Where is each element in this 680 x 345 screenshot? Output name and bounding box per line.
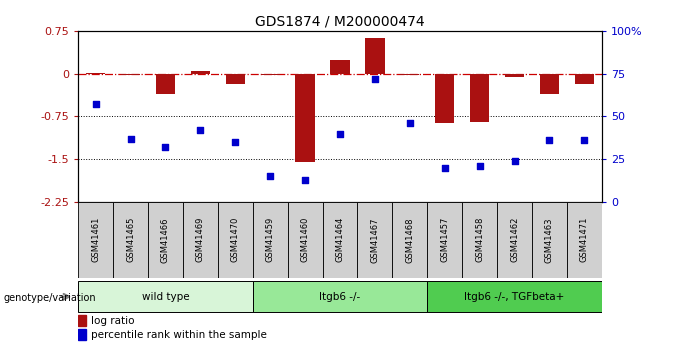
Text: log ratio: log ratio [91,316,135,326]
Text: GSM41463: GSM41463 [545,217,554,263]
Bar [226,74,245,84]
Bar [532,202,567,278]
Bar [86,72,105,74]
Bar [358,202,392,278]
Point [90,102,101,107]
Text: GSM41461: GSM41461 [91,217,100,263]
Text: Itgb6 -/-: Itgb6 -/- [320,292,360,302]
Bar [427,281,602,312]
Point [265,174,275,179]
Text: GSM41468: GSM41468 [405,217,414,263]
Text: GSM41457: GSM41457 [440,217,449,263]
Text: Itgb6 -/-, TGFbeta+: Itgb6 -/-, TGFbeta+ [464,292,564,302]
Text: GSM41467: GSM41467 [371,217,379,263]
Text: GSM41470: GSM41470 [231,217,240,263]
Bar [218,202,253,278]
Bar [78,281,253,312]
Point [439,165,450,170]
Text: percentile rank within the sample: percentile rank within the sample [91,330,267,339]
Point [300,177,311,183]
Text: GSM41469: GSM41469 [196,217,205,263]
Text: wild type: wild type [141,292,189,302]
Point [125,136,136,141]
Bar [505,74,524,77]
Bar [435,74,454,123]
Bar [121,74,140,75]
Bar [540,74,559,93]
Text: genotype/variation: genotype/variation [3,294,96,303]
Point [369,76,380,82]
Bar [191,71,210,74]
Bar [78,202,113,278]
Text: GSM41459: GSM41459 [266,217,275,263]
Point [195,127,206,133]
Bar [401,74,420,75]
Text: GSM41466: GSM41466 [161,217,170,263]
Point [335,131,345,136]
Bar [183,202,218,278]
Bar [470,74,489,122]
Point [509,158,520,164]
Bar [253,202,288,278]
Bar [365,38,384,74]
Point [230,139,241,145]
Bar [253,281,427,312]
Bar [567,202,602,278]
Text: GSM41471: GSM41471 [580,217,589,263]
Bar [288,202,322,278]
Point [160,145,171,150]
Title: GDS1874 / M200000474: GDS1874 / M200000474 [255,14,425,29]
Point [579,138,590,143]
Bar [260,74,279,75]
Bar [462,202,497,278]
Bar [427,202,462,278]
Bar [322,202,358,278]
Point [474,163,485,169]
Text: GSM41458: GSM41458 [475,217,484,263]
Bar [296,74,315,162]
Bar [575,74,594,84]
Text: GSM41465: GSM41465 [126,217,135,263]
Bar [156,74,175,93]
Bar [148,202,183,278]
Point [544,138,555,143]
Text: GSM41464: GSM41464 [335,217,345,263]
Text: GSM41462: GSM41462 [510,217,519,263]
Point [405,120,415,126]
Text: GSM41460: GSM41460 [301,217,309,263]
Bar [78,315,86,326]
Bar [392,202,427,278]
Bar [497,202,532,278]
Bar [330,59,350,74]
Bar [113,202,148,278]
Bar [78,329,86,340]
